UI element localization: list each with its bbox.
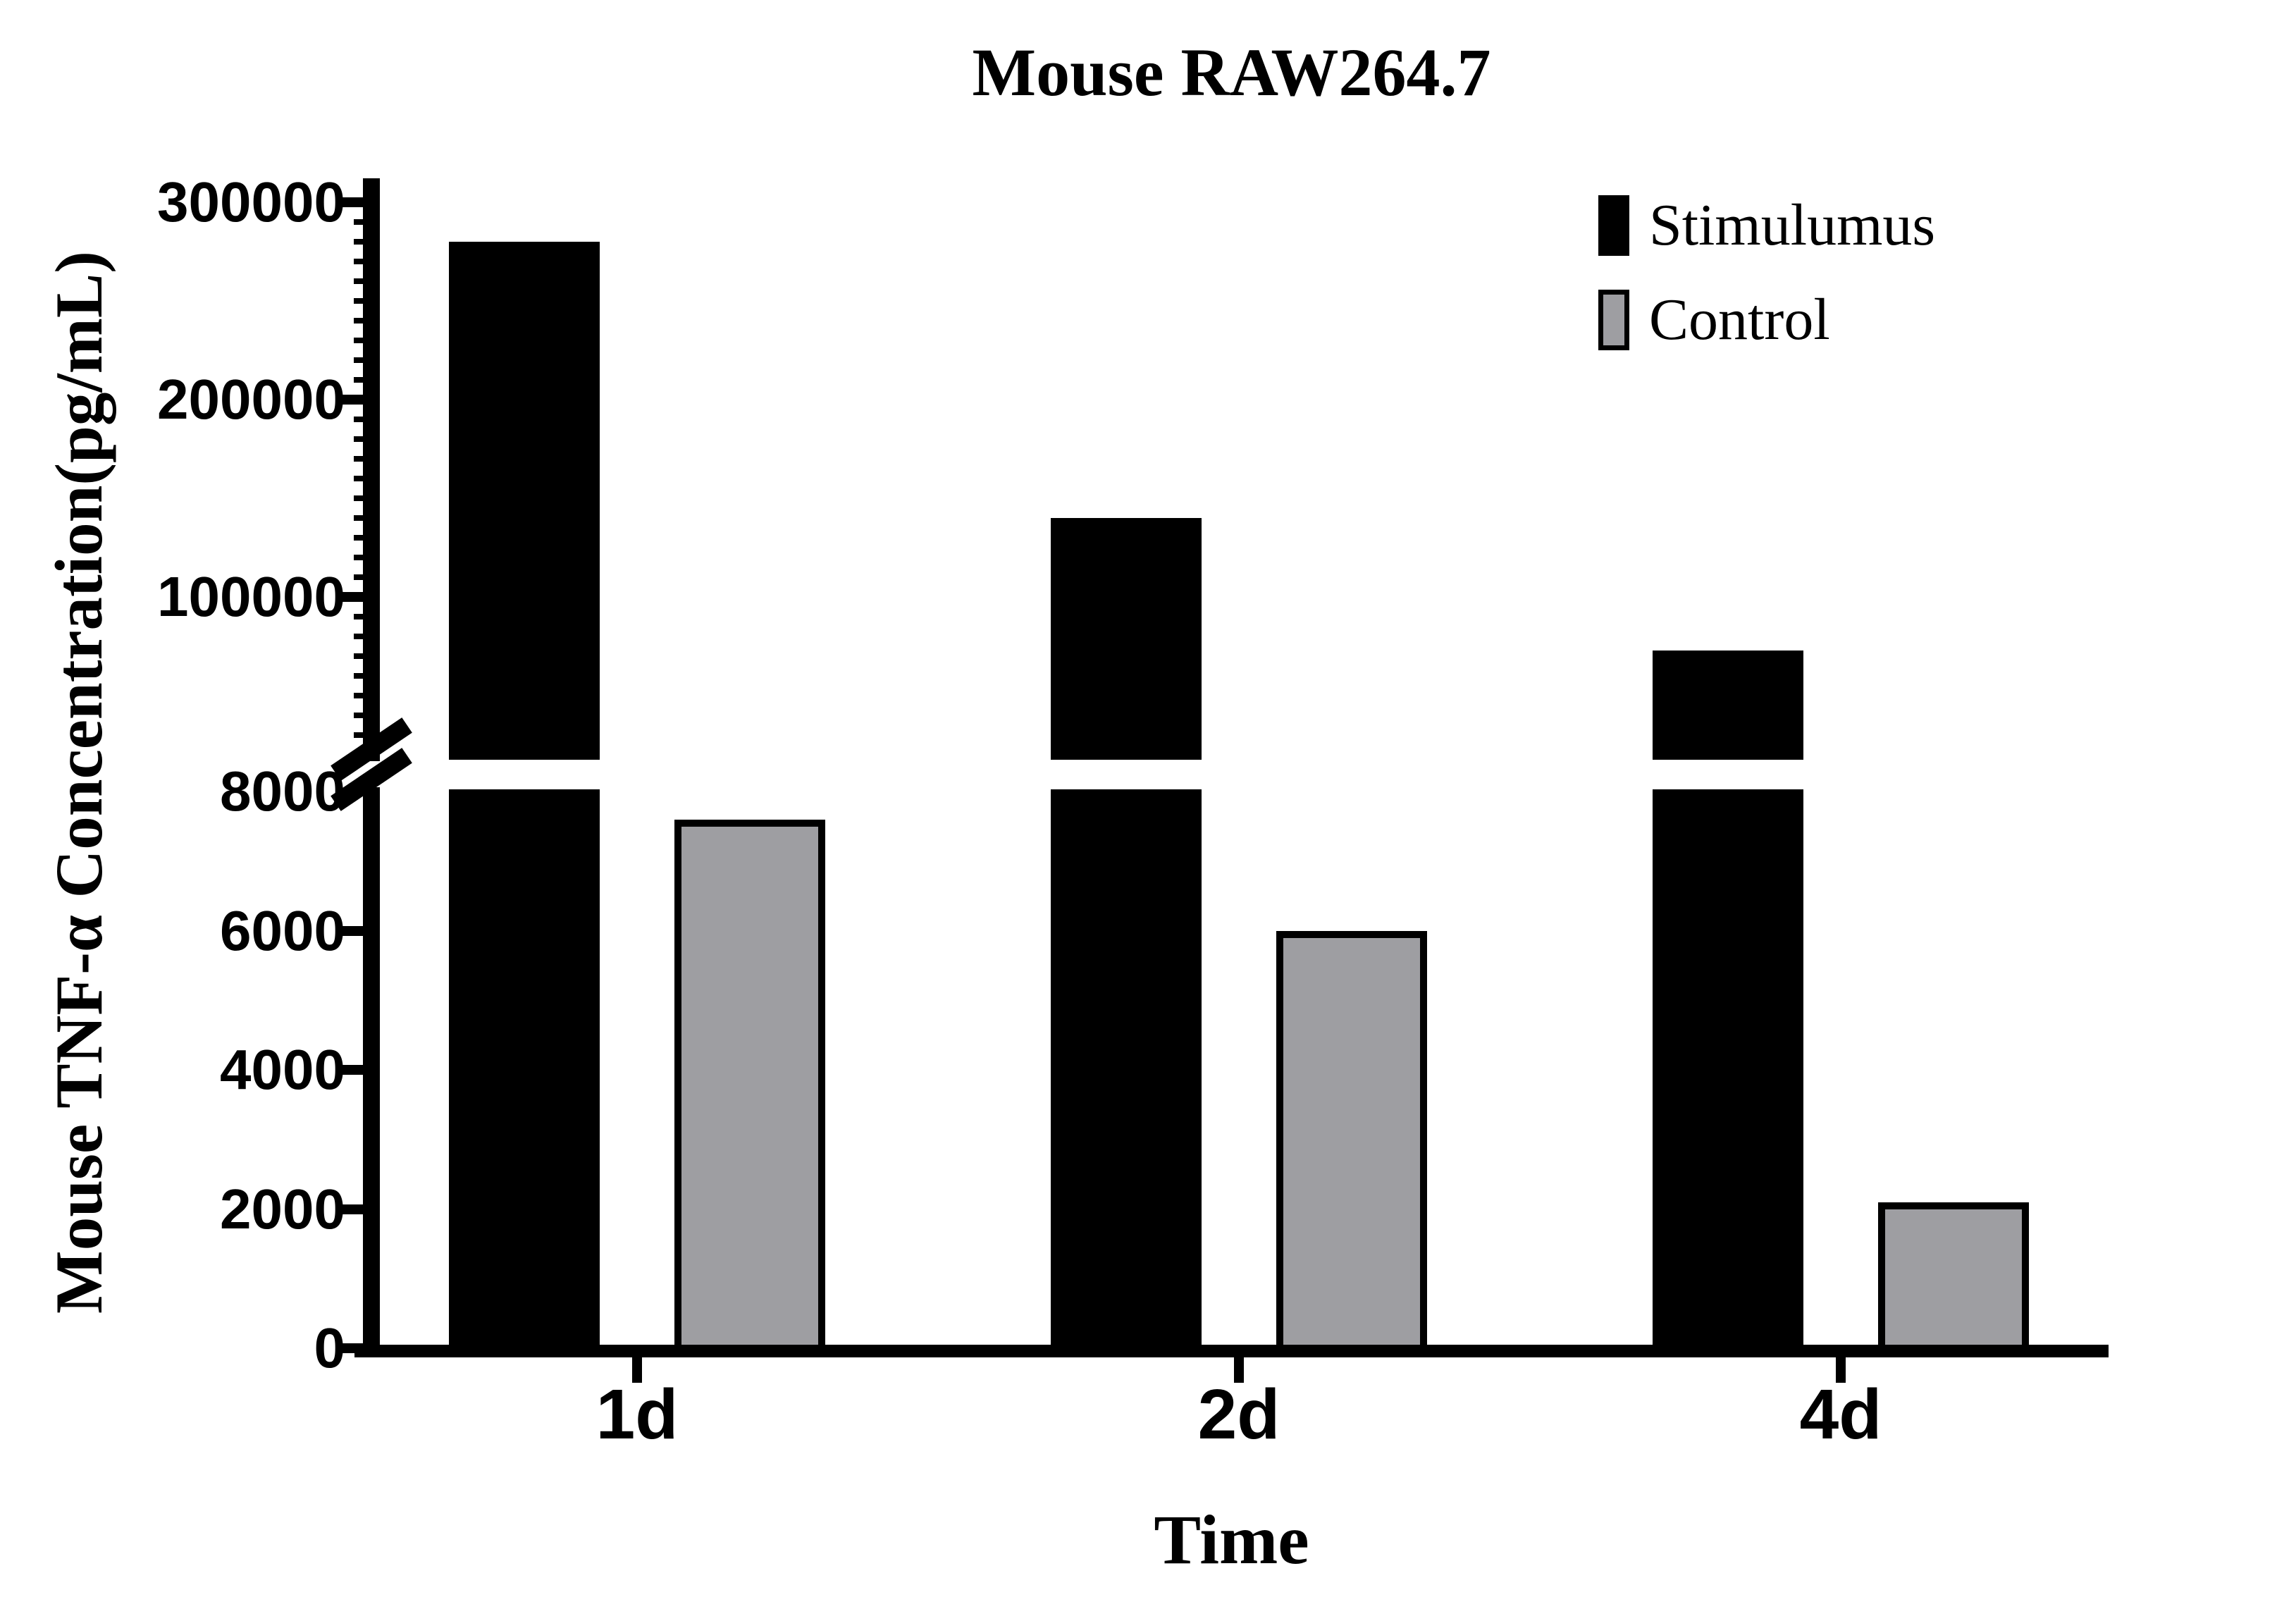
y-major-tick [336, 592, 363, 602]
x-axis-line [354, 1345, 2109, 1357]
y-minor-tick [354, 515, 363, 521]
y-minor-tick [354, 495, 363, 501]
y-minor-tick [354, 614, 363, 619]
y-tick-label: 2000 [220, 1177, 345, 1240]
y-minor-tick [354, 555, 363, 560]
bar-stimulumus-4d-upper [1653, 650, 1803, 760]
y-axis-lower-segment [363, 787, 380, 1357]
y-minor-tick [354, 535, 363, 541]
y-minor-tick [354, 752, 363, 758]
y-major-tick [336, 395, 363, 405]
y-minor-tick [354, 713, 363, 718]
y-major-tick [336, 1204, 363, 1214]
bar-stimulumus-4d-lower [1653, 789, 1803, 1345]
y-minor-tick [354, 436, 363, 442]
x-tick-label: 1d [595, 1375, 679, 1454]
y-minor-tick [354, 732, 363, 738]
y-tick-label: 100000 [157, 565, 345, 628]
x-tick [1836, 1357, 1846, 1383]
y-minor-tick [354, 239, 363, 245]
bar-control-2d [1276, 930, 1427, 1352]
y-axis-upper-segment [363, 178, 380, 761]
y-tick-label: 6000 [220, 899, 345, 962]
y-minor-tick [354, 456, 363, 462]
bar-stimulumus-2d-lower [1051, 789, 1202, 1345]
y-minor-tick [354, 417, 363, 422]
y-minor-tick [354, 653, 363, 659]
y-tick-label: 200000 [157, 368, 345, 431]
y-minor-tick [354, 574, 363, 580]
bar-stimulumus-1d-lower [449, 789, 600, 1345]
y-minor-tick [354, 673, 363, 679]
y-minor-tick [354, 338, 363, 343]
y-major-tick [336, 1065, 363, 1075]
y-tick-label: 4000 [220, 1038, 345, 1101]
y-tick-label: 0 [314, 1317, 346, 1379]
bar-control-1d [674, 819, 825, 1352]
y-minor-tick [354, 476, 363, 481]
bar-stimulumus-1d-upper [449, 242, 600, 760]
y-major-tick [336, 925, 363, 936]
chart-title: Mouse RAW264.7 [972, 35, 1491, 110]
y-minor-tick [354, 298, 363, 304]
x-tick [1234, 1357, 1244, 1383]
y-minor-tick [354, 377, 363, 383]
y-minor-tick [354, 219, 363, 225]
x-axis-title: Time [1154, 1500, 1309, 1579]
bar-control-4d [1878, 1202, 2029, 1352]
legend-swatch-stimulumus-icon [1598, 195, 1629, 256]
y-tick-label: 300000 [157, 171, 345, 233]
y-minor-tick [354, 278, 363, 284]
legend-label-control: Control [1649, 287, 1830, 352]
bar-stimulumus-2d-upper [1051, 518, 1202, 760]
x-tick-label: 2d [1197, 1375, 1280, 1454]
x-tick-label: 4d [1799, 1375, 1882, 1454]
y-minor-tick [354, 357, 363, 363]
legend-label-stimulumus: Stimulumus [1649, 192, 1936, 258]
y-tick-label: 8000 [220, 760, 345, 822]
y-major-tick [336, 1343, 363, 1353]
x-tick [632, 1357, 642, 1383]
y-minor-tick [354, 318, 363, 323]
y-major-tick [336, 197, 363, 207]
legend-item-control: Control [1598, 290, 1830, 350]
y-minor-tick [354, 259, 363, 264]
y-minor-tick [354, 634, 363, 639]
legend-swatch-control-icon [1598, 290, 1629, 350]
y-minor-tick [354, 693, 363, 698]
legend-item-stimulumus: Stimulumus [1598, 195, 1935, 256]
